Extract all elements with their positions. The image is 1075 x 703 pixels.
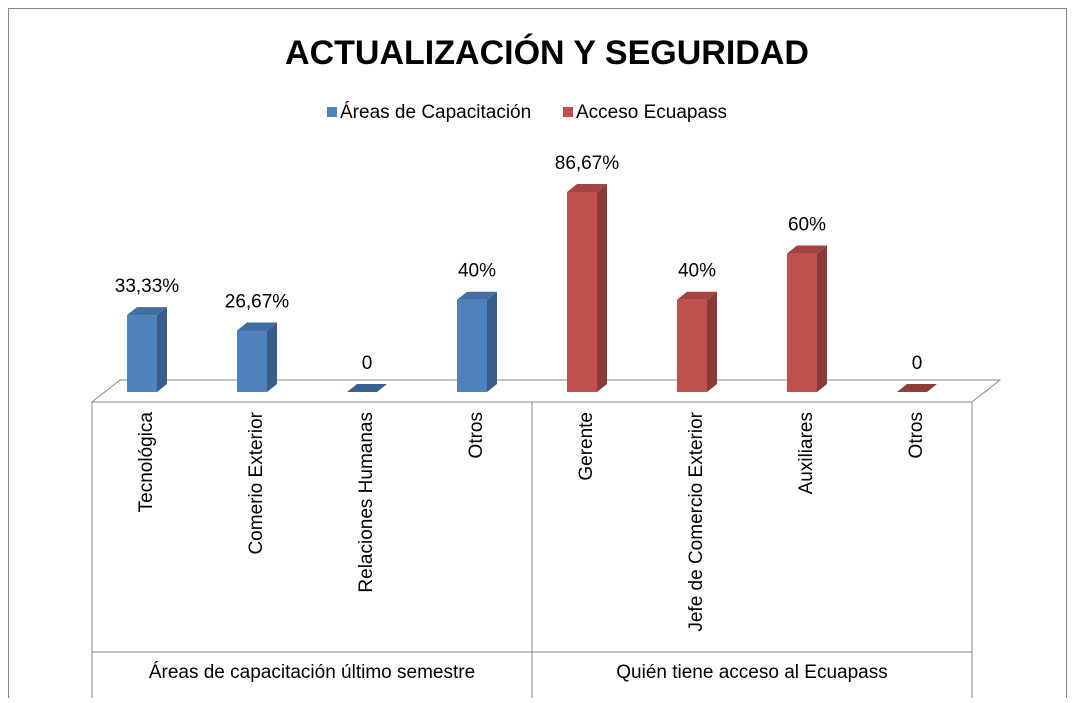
chart-frame bbox=[8, 8, 1067, 703]
value-label: 60% bbox=[788, 215, 826, 236]
legend-swatch bbox=[563, 107, 573, 117]
value-label: 26,67% bbox=[225, 291, 290, 312]
bar-side bbox=[597, 184, 607, 392]
x-tick-label: Comerio Exterior bbox=[246, 411, 267, 554]
chart-title: ACTUALIZACIÓN Y SEGURIDAD bbox=[285, 34, 809, 72]
bar-top bbox=[787, 245, 827, 254]
bar bbox=[127, 315, 157, 392]
group-label: Quién tiene acceso al Ecuapass bbox=[616, 662, 887, 683]
bar-top bbox=[347, 384, 387, 392]
legend-label: Áreas de Capacitación bbox=[340, 102, 531, 123]
bar-side bbox=[817, 245, 827, 392]
x-tick-label: Relaciones Humanas bbox=[356, 412, 377, 593]
floor bbox=[90, 379, 1002, 403]
value-label: 0 bbox=[912, 353, 923, 374]
value-label: 0 bbox=[362, 353, 373, 374]
legend-label: Acceso Ecuapass bbox=[576, 102, 727, 123]
x-tick-label: Tecnológica bbox=[136, 412, 157, 513]
x-tick-label: Auxiliares bbox=[796, 412, 817, 494]
bar-top bbox=[237, 322, 277, 331]
bar bbox=[457, 299, 487, 392]
x-tick-label: Jefe de Comercio Exterior bbox=[686, 411, 707, 631]
bar-side bbox=[157, 307, 167, 392]
bar-top bbox=[677, 291, 717, 300]
value-label: 86,67% bbox=[555, 153, 620, 174]
legend-swatch bbox=[327, 107, 337, 117]
value-label: 40% bbox=[678, 261, 716, 282]
bar-top bbox=[897, 384, 937, 392]
bar bbox=[787, 253, 817, 392]
x-tick-label: Otros bbox=[466, 412, 487, 458]
bar-side bbox=[267, 322, 277, 392]
bar-side bbox=[707, 291, 717, 392]
value-label: 40% bbox=[458, 261, 496, 282]
x-tick-label: Otros bbox=[906, 412, 927, 458]
group-label: Áreas de capacitación último semestre bbox=[149, 662, 475, 683]
value-label: 33,33% bbox=[115, 276, 180, 297]
bar-top bbox=[567, 184, 607, 192]
bar-side bbox=[487, 291, 497, 392]
bar-top bbox=[127, 307, 167, 316]
bar bbox=[237, 330, 267, 392]
x-tick-label: Gerente bbox=[576, 412, 597, 481]
bar-top bbox=[457, 291, 497, 300]
bar bbox=[567, 192, 597, 392]
bar bbox=[677, 299, 707, 392]
